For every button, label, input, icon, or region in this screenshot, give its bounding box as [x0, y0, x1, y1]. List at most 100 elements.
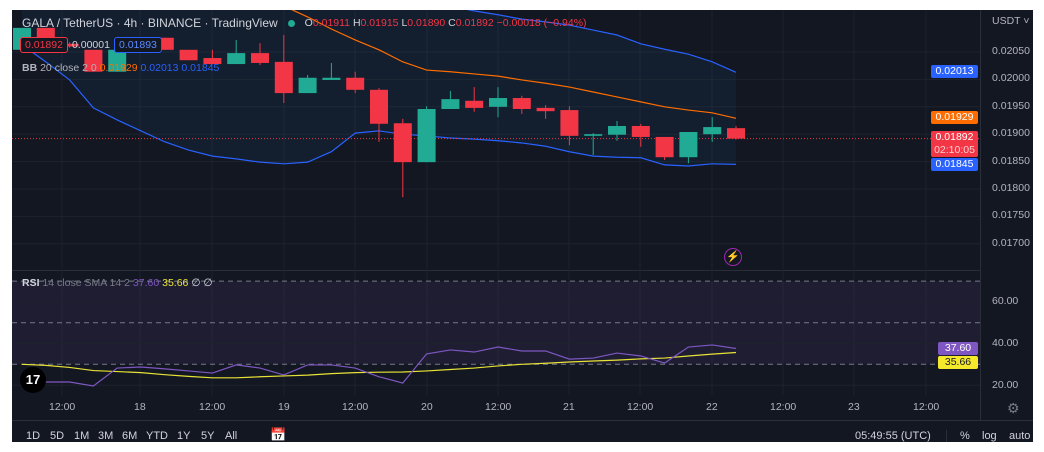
symbol-title[interactable]: GALA / TetherUS · 4h · BINANCE · Trading…	[22, 16, 278, 30]
last-price: 0.01892	[935, 131, 974, 143]
change-value: −0.00018 (−0.94%)	[496, 17, 587, 29]
auto-toggle[interactable]: auto	[1009, 430, 1031, 442]
candle-body	[370, 89, 388, 124]
range-button-1m[interactable]: 1M	[74, 430, 90, 442]
percent-toggle[interactable]: %	[960, 430, 970, 442]
last-price-tag: 0.01892 02:10:05	[931, 131, 978, 157]
candle-body	[227, 53, 246, 65]
high-value: 0.01915	[360, 17, 399, 29]
range-button-6m[interactable]: 6M	[122, 430, 138, 442]
rsi-extra: ∅ ∅	[191, 277, 213, 289]
price-tick: 0.01700	[992, 236, 1030, 249]
log-toggle[interactable]: log	[982, 430, 997, 442]
currency-selector[interactable]: USDT ˅	[992, 15, 1030, 27]
price-tick: 0.01850	[992, 154, 1030, 167]
candle-body	[489, 98, 507, 107]
trade-buttons: 0.01892 0.00001 0.01893	[20, 37, 166, 53]
close-label: C	[448, 17, 456, 29]
range-button-ytd[interactable]: YTD	[146, 430, 168, 442]
currency-label: USDT	[992, 15, 1021, 27]
bb-upper-line	[466, 10, 737, 73]
range-button-all[interactable]: All	[225, 430, 238, 442]
candle-body	[631, 125, 650, 137]
time-label: 12:00	[627, 401, 654, 413]
time-label: 12:00	[913, 401, 940, 413]
close-value: 0.01892	[455, 17, 494, 29]
calendar-goto-icon[interactable]: 📅	[270, 427, 287, 442]
candle-body	[703, 127, 722, 135]
time-label: 19	[278, 401, 290, 413]
range-button-3m[interactable]: 3M	[98, 430, 114, 442]
candle-body	[84, 49, 103, 72]
candle-body	[346, 77, 365, 90]
pane-separator	[12, 270, 980, 271]
price-tick: 0.01800	[992, 182, 1030, 194]
candle-body	[584, 134, 603, 136]
candle-body	[274, 61, 293, 94]
lightning-icon[interactable]: ⚡	[724, 248, 742, 266]
rsi-tick: 60.00	[992, 295, 1019, 307]
clock[interactable]: 05:49:55 (UTC)	[855, 430, 931, 442]
high-label: H	[352, 17, 361, 29]
gear-icon[interactable]: ⚙	[1007, 400, 1020, 416]
chart-container[interactable]: GALA / TetherUS · 4h · BINANCE · Trading…	[12, 10, 1033, 442]
candle-body	[536, 107, 555, 112]
rsi-label: RSI	[22, 277, 40, 289]
price-axis-border	[980, 10, 981, 420]
toolbar-separator	[12, 420, 1033, 421]
bb-lower-tag: 0.01845	[931, 158, 978, 171]
legend-header: GALA / TetherUS · 4h · BINANCE · Trading…	[22, 16, 587, 30]
candle-body	[108, 49, 127, 72]
price-tick: 0.01950	[992, 99, 1030, 112]
candle-body	[727, 128, 745, 139]
time-label: 23	[848, 401, 860, 413]
bb-legend[interactable]: BB 20 close 2 0 0.01929 0.02013 0.01845	[22, 62, 219, 74]
bb-label: BB	[22, 62, 38, 74]
rsi-legend[interactable]: RSI 14 close SMA 14 2 37.60 35.66 ∅ ∅	[22, 277, 213, 289]
chart-canvas[interactable]	[12, 10, 1033, 442]
time-label: 12:00	[770, 401, 797, 413]
open-label: O	[304, 17, 313, 29]
bar-countdown: 02:10:05	[934, 144, 975, 156]
buy-button[interactable]: 0.01893	[113, 37, 162, 53]
candle-body	[465, 100, 484, 108]
time-label: 20	[421, 401, 433, 413]
time-label: 12:00	[199, 401, 226, 413]
open-value: 0.01911	[312, 17, 351, 29]
candle-body	[560, 110, 579, 136]
candle-body	[441, 99, 460, 109]
tradingview-logo[interactable]: 17	[20, 367, 46, 393]
bb-basis-value: 0.01929	[99, 62, 138, 74]
time-label: 12:00	[485, 401, 512, 413]
candle-body	[417, 108, 436, 163]
toolbar-divider	[946, 430, 947, 442]
candle-body	[322, 77, 341, 80]
price-tick: 0.01750	[992, 209, 1030, 222]
range-button-5y[interactable]: 5Y	[201, 430, 215, 442]
bb-fill	[22, 10, 736, 166]
time-label: 18	[134, 401, 146, 413]
candle-body	[298, 77, 317, 94]
candle-body	[512, 98, 531, 109]
time-label: 12:00	[49, 401, 76, 413]
sell-button[interactable]: 0.01892	[20, 37, 68, 53]
price-tick: 0.01900	[992, 127, 1030, 140]
time-label: 22	[706, 401, 718, 413]
price-tick: 0.02000	[992, 72, 1030, 85]
rsi-band	[12, 281, 980, 365]
range-button-1y[interactable]: 1Y	[177, 430, 191, 442]
range-button-5d[interactable]: 5D	[50, 430, 65, 442]
rsi-sma-value: 35.66	[162, 277, 189, 289]
candle-body	[608, 125, 626, 135]
candle-body	[60, 43, 79, 47]
rsi-sma-line	[21, 351, 737, 379]
bb-basis-tag: 0.01929	[931, 111, 978, 124]
green-dot-icon	[287, 19, 295, 27]
candle-body	[655, 136, 674, 158]
rsi-params: 14 close SMA 14 2	[42, 277, 130, 289]
range-button-1d[interactable]: 1D	[26, 430, 41, 442]
time-label: 21	[563, 401, 575, 413]
bb-upper-value: 0.02013	[140, 62, 179, 74]
ohlc-legend: O0.01911 H0.01915 L0.01890 C0.01892 −0.0…	[305, 17, 587, 29]
candle-body	[203, 58, 222, 65]
